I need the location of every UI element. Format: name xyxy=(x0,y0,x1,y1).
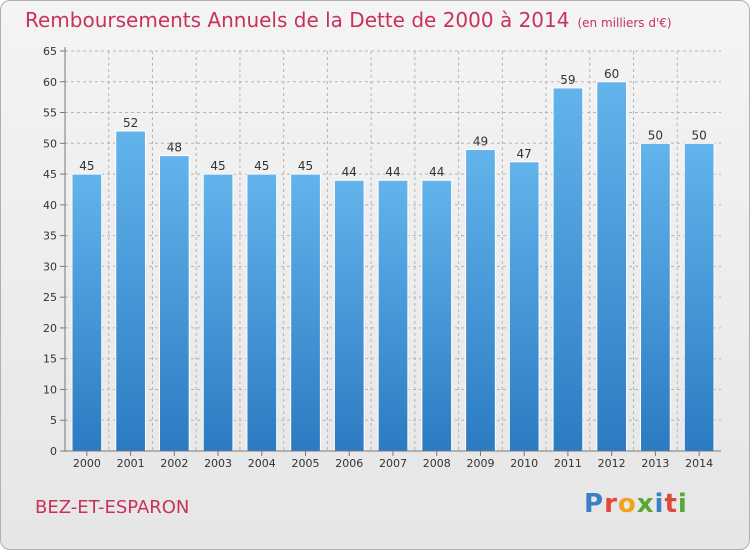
y-tick-label: 30 xyxy=(43,260,57,273)
title-text: Remboursements Annuels de la Dette de 20… xyxy=(25,8,570,32)
bar xyxy=(552,87,584,452)
bar xyxy=(465,148,496,452)
x-tick-label: 2012 xyxy=(598,457,626,470)
y-tick-label: 55 xyxy=(43,107,57,120)
bar xyxy=(508,161,540,452)
bar xyxy=(596,81,628,452)
data-label: 49 xyxy=(473,134,488,148)
x-tick-label: 2008 xyxy=(423,457,451,470)
y-tick-label: 35 xyxy=(43,230,57,243)
x-tick-label: 2000 xyxy=(73,457,101,470)
bar xyxy=(377,179,409,452)
commune-name: BEZ-ET-ESPARON xyxy=(35,497,190,518)
y-tick-label: 5 xyxy=(50,414,57,427)
logo-letter: x xyxy=(636,489,655,519)
proxiti-logo[interactable]: Proxiti xyxy=(584,489,688,519)
y-tick-label: 25 xyxy=(43,291,57,304)
data-label: 59 xyxy=(560,73,575,87)
bars xyxy=(71,81,715,452)
data-label: 48 xyxy=(167,141,182,155)
y-tick-label: 50 xyxy=(43,137,57,150)
bar xyxy=(421,179,453,452)
y-tick-label: 60 xyxy=(43,76,57,89)
y-tick-label: 40 xyxy=(43,199,57,212)
logo-letter: r xyxy=(604,489,618,519)
bar xyxy=(683,142,715,452)
data-label: 45 xyxy=(254,159,269,173)
data-label: 50 xyxy=(691,128,706,142)
logo-letter: P xyxy=(584,489,605,519)
data-label: 52 xyxy=(123,116,138,130)
bar xyxy=(71,173,103,452)
bar xyxy=(290,173,321,452)
y-tick-label: 10 xyxy=(43,383,57,396)
data-label: 44 xyxy=(429,165,444,179)
x-tick-label: 2009 xyxy=(466,457,494,470)
x-tick-label: 2003 xyxy=(204,457,232,470)
x-tick-label: 2013 xyxy=(641,457,669,470)
bar xyxy=(115,130,146,452)
x-tick-label: 2014 xyxy=(685,457,713,470)
x-tick-label: 2006 xyxy=(335,457,363,470)
y-tick-label: 15 xyxy=(43,353,57,366)
logo-letter: o xyxy=(617,489,637,519)
y-tick-label: 20 xyxy=(43,322,57,335)
chart-subtitle: (en milliers d'€) xyxy=(577,16,672,30)
x-tick-label: 2011 xyxy=(554,457,582,470)
data-label: 45 xyxy=(79,159,94,173)
data-labels: 45 52 48 45 45 45 44 44 44 49 47 59 60 50 50 xyxy=(79,67,707,179)
x-tick-label: 2005 xyxy=(292,457,320,470)
data-label: 45 xyxy=(298,159,313,173)
data-label: 47 xyxy=(517,147,532,161)
bar xyxy=(246,173,278,452)
logo-letter: i xyxy=(677,489,688,519)
bar xyxy=(202,173,234,452)
axes: 0 5 10 15 20 25 30 35 40 45 50 55 60 65 2000 2001 2002 20… xyxy=(43,45,721,470)
x-tick-label: 2001 xyxy=(117,457,145,470)
data-label: 60 xyxy=(604,67,619,81)
y-tick-label: 0 xyxy=(50,445,57,458)
data-label: 50 xyxy=(648,128,663,142)
data-label: 45 xyxy=(210,159,225,173)
x-tick-label: 2007 xyxy=(379,457,407,470)
y-tick-label: 45 xyxy=(43,168,57,181)
x-tick-label: 2010 xyxy=(510,457,538,470)
bar xyxy=(333,179,365,452)
data-label: 44 xyxy=(385,165,400,179)
x-tick-label: 2002 xyxy=(160,457,188,470)
chart-title: Remboursements Annuels de la Dette de 20… xyxy=(25,8,672,32)
x-tick-label: 2004 xyxy=(248,457,276,470)
bar xyxy=(158,155,190,452)
y-tick-label: 65 xyxy=(43,45,57,58)
logo-letter: t xyxy=(664,489,678,519)
logo-letter: i xyxy=(654,489,665,519)
bar xyxy=(640,142,671,452)
data-label: 44 xyxy=(342,165,357,179)
